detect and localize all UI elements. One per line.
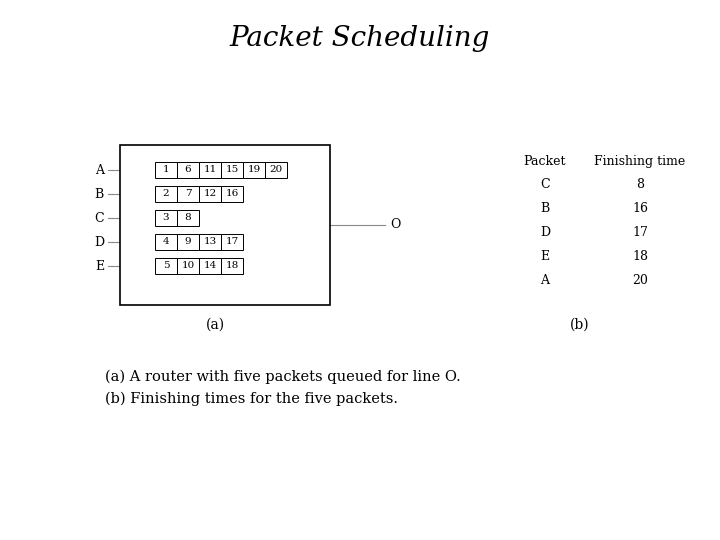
Bar [243, 162, 265, 178]
Text: 2: 2 [163, 190, 169, 199]
Bar [177, 210, 199, 226]
Bar [155, 162, 177, 178]
Bar [221, 258, 243, 274]
Text: 9: 9 [185, 238, 192, 246]
Text: E: E [95, 260, 104, 273]
Text: (a) A router with five packets queued for line O.: (a) A router with five packets queued fo… [105, 370, 461, 384]
Text: 12: 12 [203, 190, 217, 199]
Text: Finishing time: Finishing time [595, 155, 685, 168]
Text: C: C [94, 212, 104, 225]
Bar [221, 162, 243, 178]
Text: A: A [541, 274, 549, 287]
Text: B: B [541, 202, 549, 215]
Text: A: A [95, 164, 104, 177]
Text: E: E [541, 250, 549, 263]
Text: 20: 20 [269, 165, 283, 174]
Text: D: D [94, 235, 104, 248]
Text: O: O [390, 219, 400, 232]
Text: 14: 14 [203, 261, 217, 271]
Text: 4: 4 [163, 238, 169, 246]
Text: C: C [540, 178, 550, 191]
Text: 5: 5 [163, 261, 169, 271]
Text: 7: 7 [185, 190, 192, 199]
Bar [221, 186, 243, 202]
Bar [199, 234, 221, 250]
Text: D: D [540, 226, 550, 239]
Text: Packet: Packet [523, 155, 566, 168]
Bar [199, 162, 221, 178]
Bar [155, 234, 177, 250]
Text: 8: 8 [185, 213, 192, 222]
Text: 6: 6 [185, 165, 192, 174]
Bar [199, 258, 221, 274]
Text: 8: 8 [636, 178, 644, 191]
Bar [177, 234, 199, 250]
Bar [265, 162, 287, 178]
Bar [155, 210, 177, 226]
Bar [221, 234, 243, 250]
Bar [120, 145, 330, 305]
Text: Packet Scheduling: Packet Scheduling [230, 24, 490, 51]
Text: 17: 17 [225, 238, 238, 246]
Text: 3: 3 [163, 213, 169, 222]
Bar [155, 186, 177, 202]
Text: (b) Finishing times for the five packets.: (b) Finishing times for the five packets… [105, 392, 398, 407]
Text: 11: 11 [203, 165, 217, 174]
Text: 17: 17 [632, 226, 648, 239]
Text: 20: 20 [632, 274, 648, 287]
Text: 15: 15 [225, 165, 238, 174]
Text: 19: 19 [248, 165, 261, 174]
Bar [177, 258, 199, 274]
Text: 16: 16 [632, 202, 648, 215]
Text: 18: 18 [632, 250, 648, 263]
Bar [177, 186, 199, 202]
Text: 18: 18 [225, 261, 238, 271]
Bar [199, 186, 221, 202]
Text: 10: 10 [181, 261, 194, 271]
Text: (b): (b) [570, 318, 590, 332]
Bar [155, 258, 177, 274]
Text: 13: 13 [203, 238, 217, 246]
Text: B: B [95, 187, 104, 200]
Text: 16: 16 [225, 190, 238, 199]
Text: (a): (a) [205, 318, 225, 332]
Text: 1: 1 [163, 165, 169, 174]
Bar [177, 162, 199, 178]
